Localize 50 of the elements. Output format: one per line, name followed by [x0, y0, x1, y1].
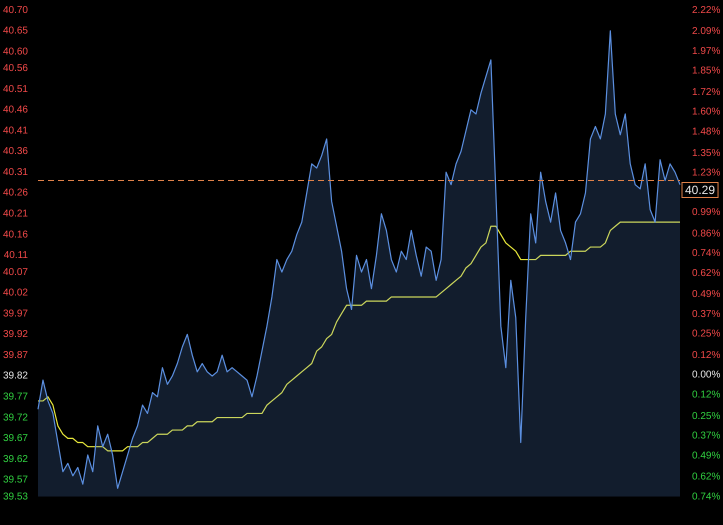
y2-tick-label: 0.49% [692, 289, 720, 300]
y2-tick-label: 0.74% [692, 248, 720, 260]
y-tick-label: 39.53 [2, 491, 28, 502]
y2-tick-label: 0.25% [692, 328, 720, 340]
y-tick-label: 39.72 [2, 412, 28, 424]
y-tick-label: 39.92 [2, 329, 28, 340]
ref-line-label: 40.29 [685, 182, 716, 197]
y-tick-label: 39.57 [2, 474, 28, 486]
y-tick-label: 40.31 [2, 166, 28, 178]
y2-tick-label: 2.22% [692, 4, 720, 16]
y-tick-label: 40.26 [2, 188, 28, 199]
y2-tick-label: 0.62% [692, 472, 720, 483]
y-tick-label: 39.67 [2, 433, 28, 444]
y2-tick-label: 1.97% [692, 46, 720, 57]
y-tick-label: 40.70 [2, 4, 28, 16]
y2-tick-label: 0.49% [692, 450, 720, 462]
y2-tick-label: 0.37% [692, 430, 720, 442]
y-tick-label: 40.46 [2, 104, 28, 116]
y2-tick-label: 0.37% [692, 308, 720, 320]
y2-tick-label: 1.60% [692, 106, 720, 118]
y-tick-label: 39.82 [2, 370, 28, 382]
y-tick-label: 40.21 [2, 208, 28, 220]
y2-tick-label: 1.72% [692, 86, 720, 98]
y2-tick-label: 0.74% [692, 491, 720, 502]
y-tick-label: 40.41 [2, 125, 28, 136]
y-tick-label: 40.56 [2, 62, 28, 74]
y2-tick-label: 0.00% [692, 370, 720, 381]
y2-tick-label: 2.09% [692, 26, 720, 38]
y2-tick-label: 0.62% [692, 268, 720, 279]
y-tick-label: 39.62 [2, 454, 28, 465]
y2-tick-label: 1.48% [692, 126, 720, 138]
y2-tick-label: 1.23% [692, 168, 720, 178]
y2-tick-label: 0.86% [692, 228, 720, 240]
y-tick-label: 40.60 [2, 46, 28, 58]
y2-tick-label: 1.85% [692, 66, 720, 77]
y-tick-label: 39.87 [2, 350, 28, 361]
y2-tick-label: 0.25% [692, 410, 720, 422]
y-tick-label: 40.51 [2, 84, 28, 95]
y-tick-label: 40.65 [2, 26, 28, 37]
y-tick-label: 40.02 [2, 288, 28, 299]
y-tick-label: 40.36 [2, 146, 28, 158]
y-tick-label: 39.97 [2, 308, 28, 320]
y-tick-label: 40.11 [4, 250, 28, 262]
y-tick-label: 40.07 [2, 266, 28, 278]
y2-tick-label: 0.99% [692, 206, 720, 218]
y-tick-label: 40.16 [2, 229, 28, 240]
y-tick-label: 39.77 [2, 392, 28, 403]
y2-tick-label: 0.12% [692, 389, 720, 400]
y2-tick-label: 1.35% [692, 148, 720, 159]
y2-tick-label: 0.12% [692, 350, 720, 361]
